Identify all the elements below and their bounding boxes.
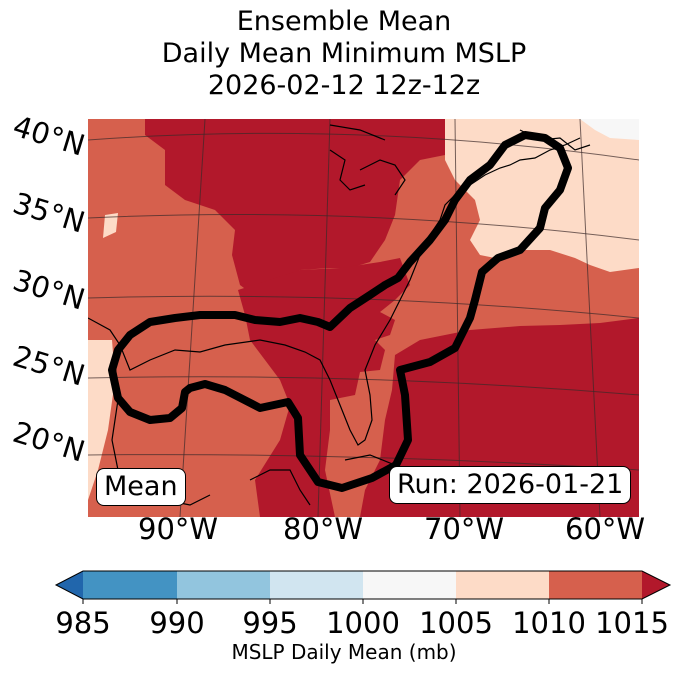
colorbar-segment-990-995 [177, 571, 270, 599]
title-line-2: Daily Mean Minimum MSLP [161, 38, 527, 69]
mean-label-box: Mean [96, 468, 186, 506]
colorbar-tick-1010: 1010 [512, 606, 586, 640]
colorbar-extend-below [56, 571, 83, 599]
colorbar-segment-985-990 [83, 571, 177, 599]
lon-label-90w: 90°W [138, 512, 219, 546]
lon-label-80w: 80°W [283, 512, 364, 546]
colorbar-segment-1010-1015 [549, 571, 642, 599]
title-line-3: 2026-02-12 12z-12z [207, 70, 481, 101]
colorbar-segment-1000-1005 [363, 571, 456, 599]
lon-label-70w: 70°W [424, 512, 505, 546]
parallel-35n [88, 214, 639, 241]
coast-yucatan [249, 469, 311, 506]
coast-great-lakes-3 [329, 124, 386, 141]
field-1005-1010-west [88, 340, 115, 500]
coast-gulf-east [88, 137, 581, 446]
lon-label-60w: 60°W [565, 512, 646, 546]
meridian-70w [454, 119, 461, 517]
title-line-1: Ensemble Mean [236, 6, 452, 37]
colorbar-segment-1005-1010 [456, 571, 549, 599]
colorbar-tick-1005: 1005 [419, 606, 493, 640]
colorbar-tick-995: 995 [242, 606, 298, 640]
field-1000-1005-topright [580, 119, 639, 140]
colorbar-label: MSLP Daily Mean (mb) [231, 640, 457, 664]
colorbar-tick-990: 990 [149, 606, 205, 640]
colorbar-tick-1000: 1000 [326, 606, 400, 640]
meridian-80w [317, 119, 331, 517]
parallel-25n [88, 376, 639, 396]
mslp-contour [108, 131, 572, 492]
colorbar-ticks [82, 599, 643, 604]
colorbar-tick-985: 985 [55, 606, 111, 640]
run-date-box: Run: 2026-01-21 [389, 466, 632, 504]
meridian-60w [579, 119, 601, 517]
field-1005-1010-speck [103, 213, 118, 238]
coast-great-lakes-2 [359, 159, 406, 196]
coast-great-lakes-1 [329, 149, 366, 191]
colorbar-segment-995-1000 [270, 571, 363, 599]
colorbar-tick-1015: 1015 [595, 606, 669, 640]
field-above-1015-west [145, 119, 445, 300]
colorbar-extend-above [642, 571, 670, 599]
